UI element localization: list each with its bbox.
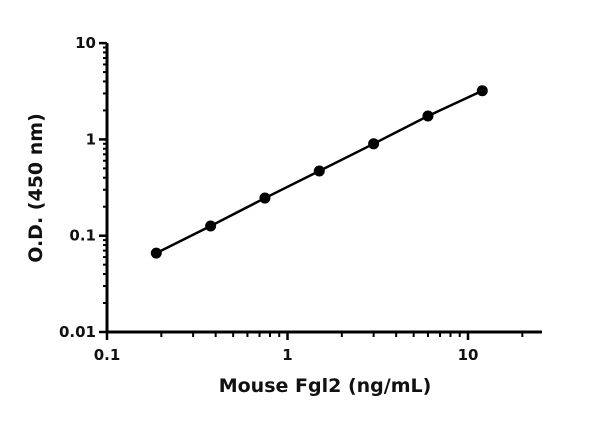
y-tick-label: 0.01 [59, 323, 96, 341]
data-point [150, 247, 162, 259]
y-tick-label: 0.1 [69, 227, 96, 245]
data-point [368, 138, 380, 150]
y-tick-label: 1 [86, 130, 96, 148]
y-axis-title: O.D. (450 nm) [25, 113, 47, 263]
x-axis-title: Mouse Fgl2 (ng/mL) [219, 375, 432, 397]
axes: 0.01 0.1 1 10 0.1 1 10 [59, 34, 542, 364]
data-point [422, 110, 434, 122]
x-tick-label: 10 [458, 346, 479, 364]
x-tick-label: 1 [282, 346, 292, 364]
data-point [313, 165, 325, 177]
y-tick-label: 10 [75, 34, 96, 52]
data-point [205, 220, 217, 232]
x-tick-label: 0.1 [94, 346, 121, 364]
data-point [476, 85, 488, 97]
plot-area [150, 85, 488, 259]
data-point [259, 192, 271, 204]
